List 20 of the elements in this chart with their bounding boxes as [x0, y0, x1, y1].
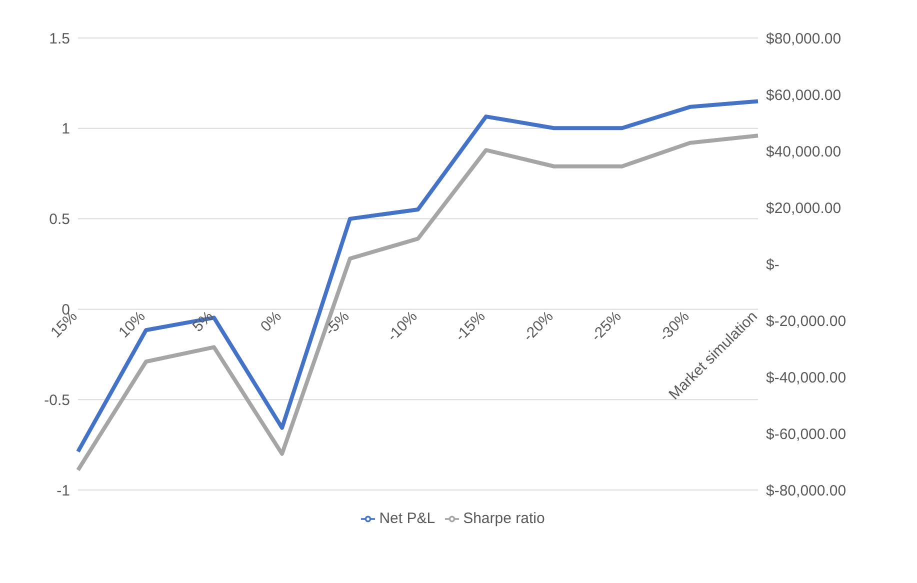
y2-tick-label: $-20,000.00: [766, 312, 846, 330]
y2-tick-label: $-: [766, 256, 780, 274]
legend-label: Sharpe ratio: [463, 510, 545, 527]
x-tick-label: -5%: [322, 308, 353, 339]
y2-tick-label: $-60,000.00: [766, 426, 846, 443]
x-tick-label: 10%: [116, 308, 149, 342]
y-tick-label: 1: [62, 120, 70, 138]
y2-tick-label: $80,000.00: [766, 30, 842, 48]
y-tick-label: 1.5: [49, 30, 70, 48]
y-tick-label: -0.5: [44, 392, 70, 409]
x-tick-label: 5%: [189, 308, 217, 336]
y-tick-label: 0.5: [49, 211, 70, 228]
y2-tick-label: $-80,000.00: [766, 482, 846, 500]
x-tick-label: 0%: [257, 308, 285, 336]
y-tick-label: -1: [56, 482, 70, 500]
y2-tick-label: $20,000.00: [766, 200, 842, 217]
y2-tick-label: $-40,000.00: [766, 369, 846, 386]
y2-tick-label: $60,000.00: [766, 86, 842, 104]
y2-tick-label: $40,000.00: [766, 143, 842, 160]
legend-label: Net P&L: [379, 510, 436, 527]
